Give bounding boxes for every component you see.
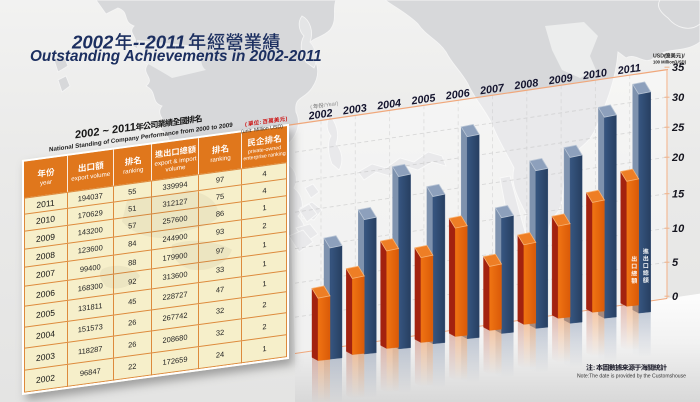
svg-text:2003: 2003 bbox=[341, 102, 367, 117]
svg-text::: : bbox=[593, 365, 595, 372]
svg-text:(: ( bbox=[310, 105, 313, 111]
svg-text:2010: 2010 bbox=[581, 67, 607, 82]
svg-text:0: 0 bbox=[672, 291, 679, 303]
svg-text:ranking: ranking bbox=[210, 154, 231, 164]
svg-text:private-owned: private-owned bbox=[248, 145, 281, 155]
svg-text:year: year bbox=[40, 179, 52, 188]
svg-text:ranking: ranking bbox=[123, 166, 144, 176]
svg-text:10: 10 bbox=[672, 223, 685, 235]
svg-text:2011: 2011 bbox=[616, 62, 642, 77]
svg-text:2009: 2009 bbox=[547, 72, 573, 87]
svg-text:2002: 2002 bbox=[307, 107, 333, 122]
svg-text:35: 35 bbox=[672, 62, 685, 74]
svg-text:): ) bbox=[286, 116, 288, 122]
svg-text:/Year): /Year) bbox=[324, 101, 339, 109]
svg-text:2005: 2005 bbox=[410, 92, 437, 108]
svg-text:30: 30 bbox=[672, 92, 685, 104]
svg-text:100 Million(USD): 100 Million(USD) bbox=[653, 60, 687, 65]
svg-text:)/: )/ bbox=[682, 54, 686, 60]
svg-text:2006: 2006 bbox=[444, 87, 471, 103]
svg-text:(unit: Million USD): (unit: Million USD) bbox=[241, 124, 283, 136]
svg-text:5: 5 bbox=[672, 257, 679, 269]
svg-text:15: 15 bbox=[672, 189, 685, 201]
svg-text:--2011: --2011 bbox=[133, 32, 185, 53]
svg-text:2002: 2002 bbox=[71, 32, 114, 53]
svg-text:2004: 2004 bbox=[375, 97, 401, 112]
svg-text:2007: 2007 bbox=[478, 82, 505, 98]
svg-text::: : bbox=[260, 120, 262, 126]
svg-text:Note:The date is provided by t: Note:The date is provided by the Customs… bbox=[577, 374, 686, 380]
svg-text:enterprise ranking: enterprise ranking bbox=[243, 151, 285, 163]
svg-text:(: ( bbox=[245, 122, 247, 128]
svg-text:USD(: USD( bbox=[653, 54, 666, 60]
svg-text:25: 25 bbox=[671, 122, 685, 134]
svg-text:volume: volume bbox=[166, 164, 186, 174]
svg-text:20: 20 bbox=[671, 152, 685, 164]
svg-text:2008: 2008 bbox=[513, 77, 539, 92]
svg-text:Outstanding Achievements in 20: Outstanding Achievements in 2002-2011 bbox=[30, 48, 322, 65]
svg-text:export volume: export volume bbox=[71, 171, 110, 183]
